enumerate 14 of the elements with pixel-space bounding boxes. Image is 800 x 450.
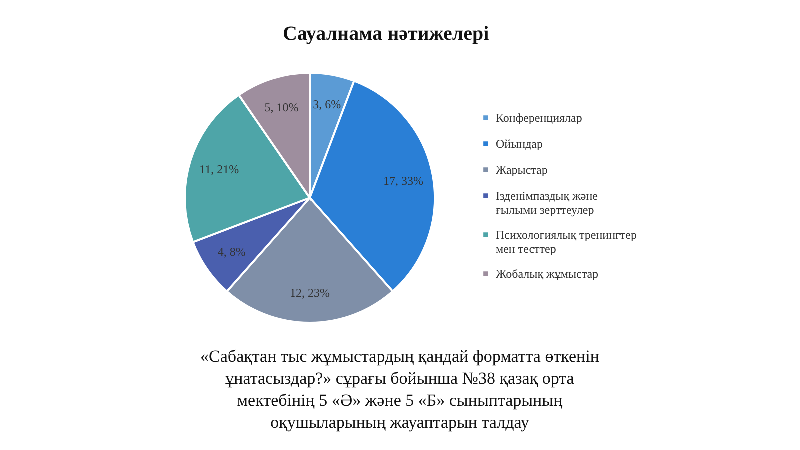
legend-label: Конференциялар <box>496 111 582 125</box>
legend-label: Жарыстар <box>496 163 548 177</box>
data-label: 17, 33% <box>383 174 424 188</box>
legend-label: Жобалық жұмыстар <box>496 267 599 281</box>
legend-label: Ізденімпаздық және ғылыми зерттеулер <box>496 189 598 217</box>
text: «Сабақтан тыс жұмыстардың қандай форматта өткенін ұнатасыздар?» сұрағы бойынша №38 қазақ орта мектебінің 5 «Ә» және 5 «Б» сыныптарының оқушыларының жауаптарын талдау <box>200 346 600 434</box>
data-label: 11, 21% <box>200 162 240 177</box>
data-label: 3, 6% <box>313 98 342 112</box>
legend-label: Ойындар <box>496 137 544 151</box>
data-label: 4, 8% <box>218 244 246 259</box>
chart-title: Сауалнама нәтижелері <box>283 23 490 45</box>
legend-label: Психологиялық тренингтер мен тесттер <box>496 228 638 256</box>
data-label: 5, 10% <box>264 100 299 114</box>
data-label: 12, 23% <box>290 286 330 300</box>
